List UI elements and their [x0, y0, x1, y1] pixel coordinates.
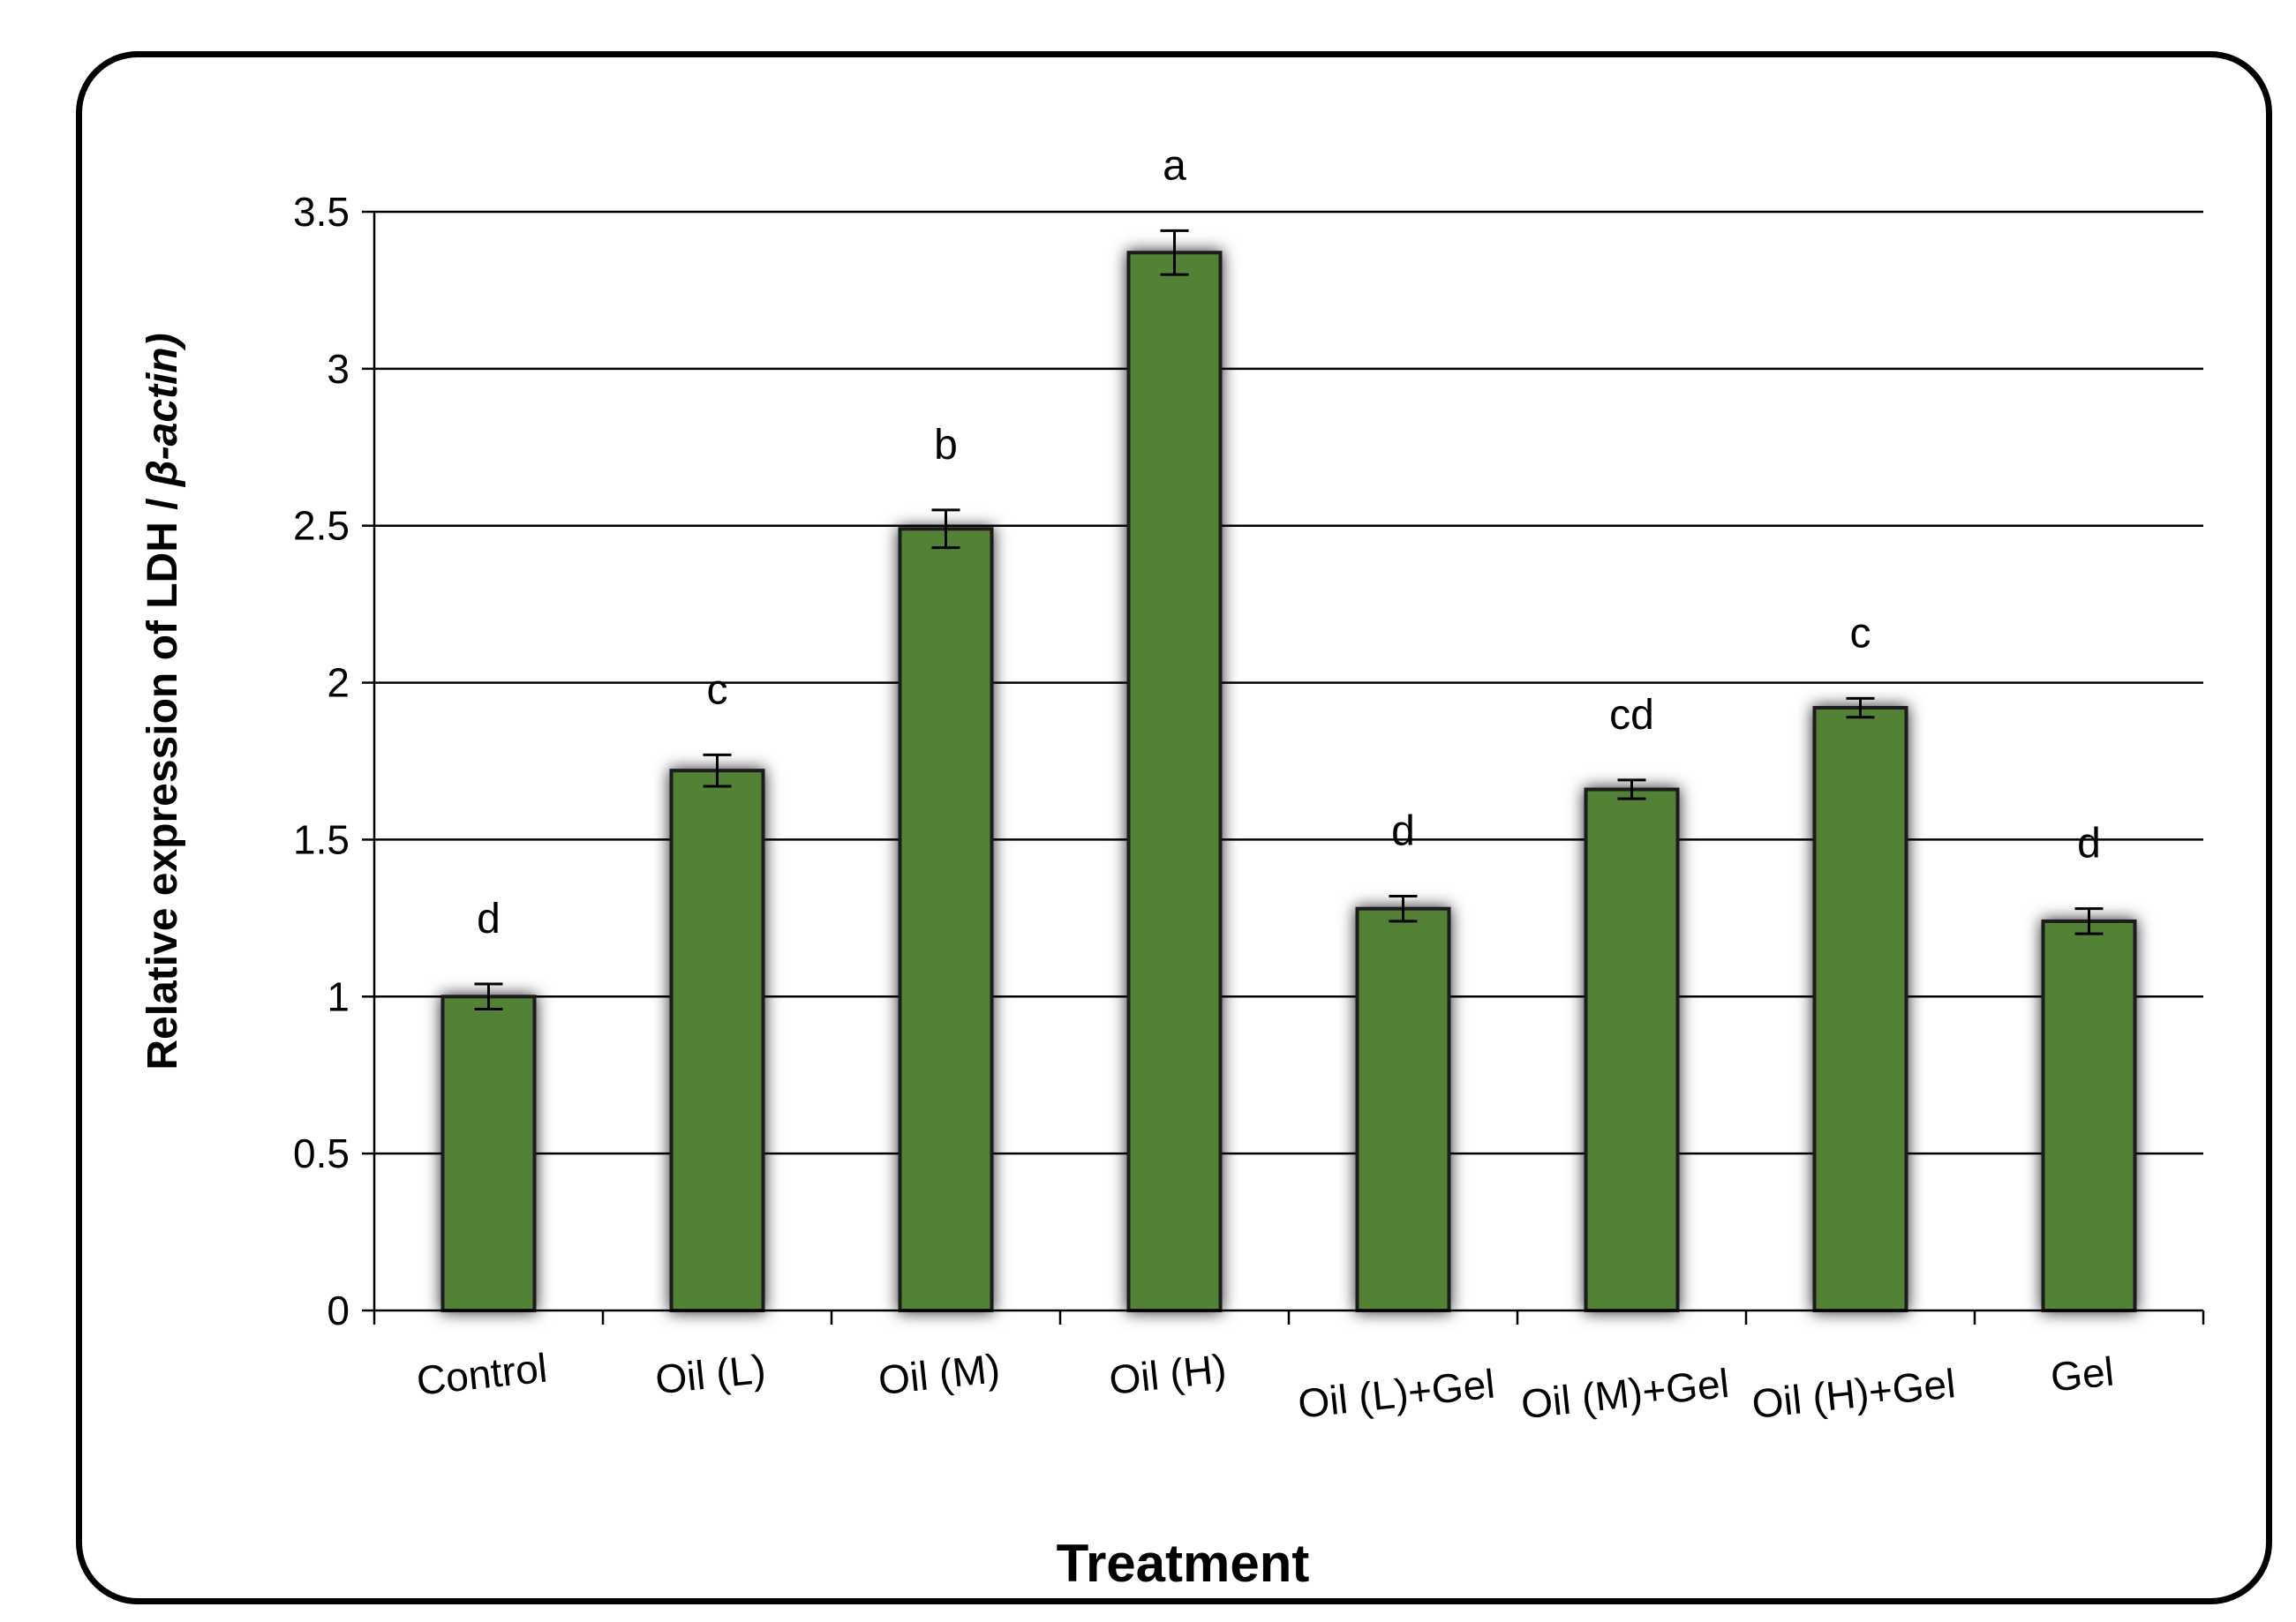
significance-label: b [934, 422, 958, 469]
y-axis-title-italic: β-actin) [139, 333, 186, 488]
x-category-label: Oil (L) [653, 1346, 768, 1403]
y-tick-label: 2.5 [293, 503, 350, 549]
significance-label: d [2077, 821, 2101, 867]
x-category-label: Oil (M)+Gel [1519, 1360, 1732, 1427]
bar [1812, 706, 1908, 1312]
gridlines [374, 210, 2203, 1155]
x-axis-title: Treatment [1057, 1534, 1310, 1593]
x-category-label: Oil (M) [877, 1345, 1003, 1403]
bar [1355, 906, 1451, 1312]
significance-label: cd [1609, 692, 1654, 739]
significance-label: d [1391, 807, 1415, 854]
x-category-label: Oil (H) [1107, 1345, 1229, 1403]
y-tick-label: 0.5 [293, 1130, 350, 1176]
significance-label: c [1850, 610, 1871, 657]
y-axis-ticks: 0 0.5 1 1.5 2 2.5 3 3.5 [293, 189, 374, 1333]
x-category-label: Gel [2049, 1348, 2117, 1400]
significance-label: d [477, 896, 501, 942]
y-tick-label: 2 [327, 660, 350, 706]
x-axis-labels: Control Oil (L) Oil (M) Oil (H) Oil (L)+Gel O… [414, 1344, 2116, 1427]
y-tick-label: 0 [327, 1288, 350, 1333]
y-tick-label: 3.5 [293, 189, 350, 235]
y-axis-title: Relative expression of LDH / β-actin) [139, 333, 186, 1070]
bar [440, 995, 537, 1313]
y-tick-label: 1.5 [293, 816, 350, 862]
x-category-label: Control [414, 1344, 549, 1403]
bar [2041, 919, 2137, 1313]
bar [669, 769, 765, 1312]
y-tick-label: 3 [327, 346, 350, 392]
axes [373, 212, 2205, 1325]
x-category-label: Oil (L)+Gel [1296, 1361, 1497, 1427]
x-category-label: Oil (H)+Gel [1750, 1360, 1957, 1427]
bar [1584, 787, 1680, 1312]
significance-label: c [707, 666, 728, 713]
significance-label: a [1163, 142, 1186, 189]
y-tick-label: 1 [327, 973, 350, 1019]
bar [898, 527, 994, 1312]
y-axis-title-main: Relative expression of LDH / [139, 486, 186, 1070]
bar [1126, 251, 1223, 1313]
